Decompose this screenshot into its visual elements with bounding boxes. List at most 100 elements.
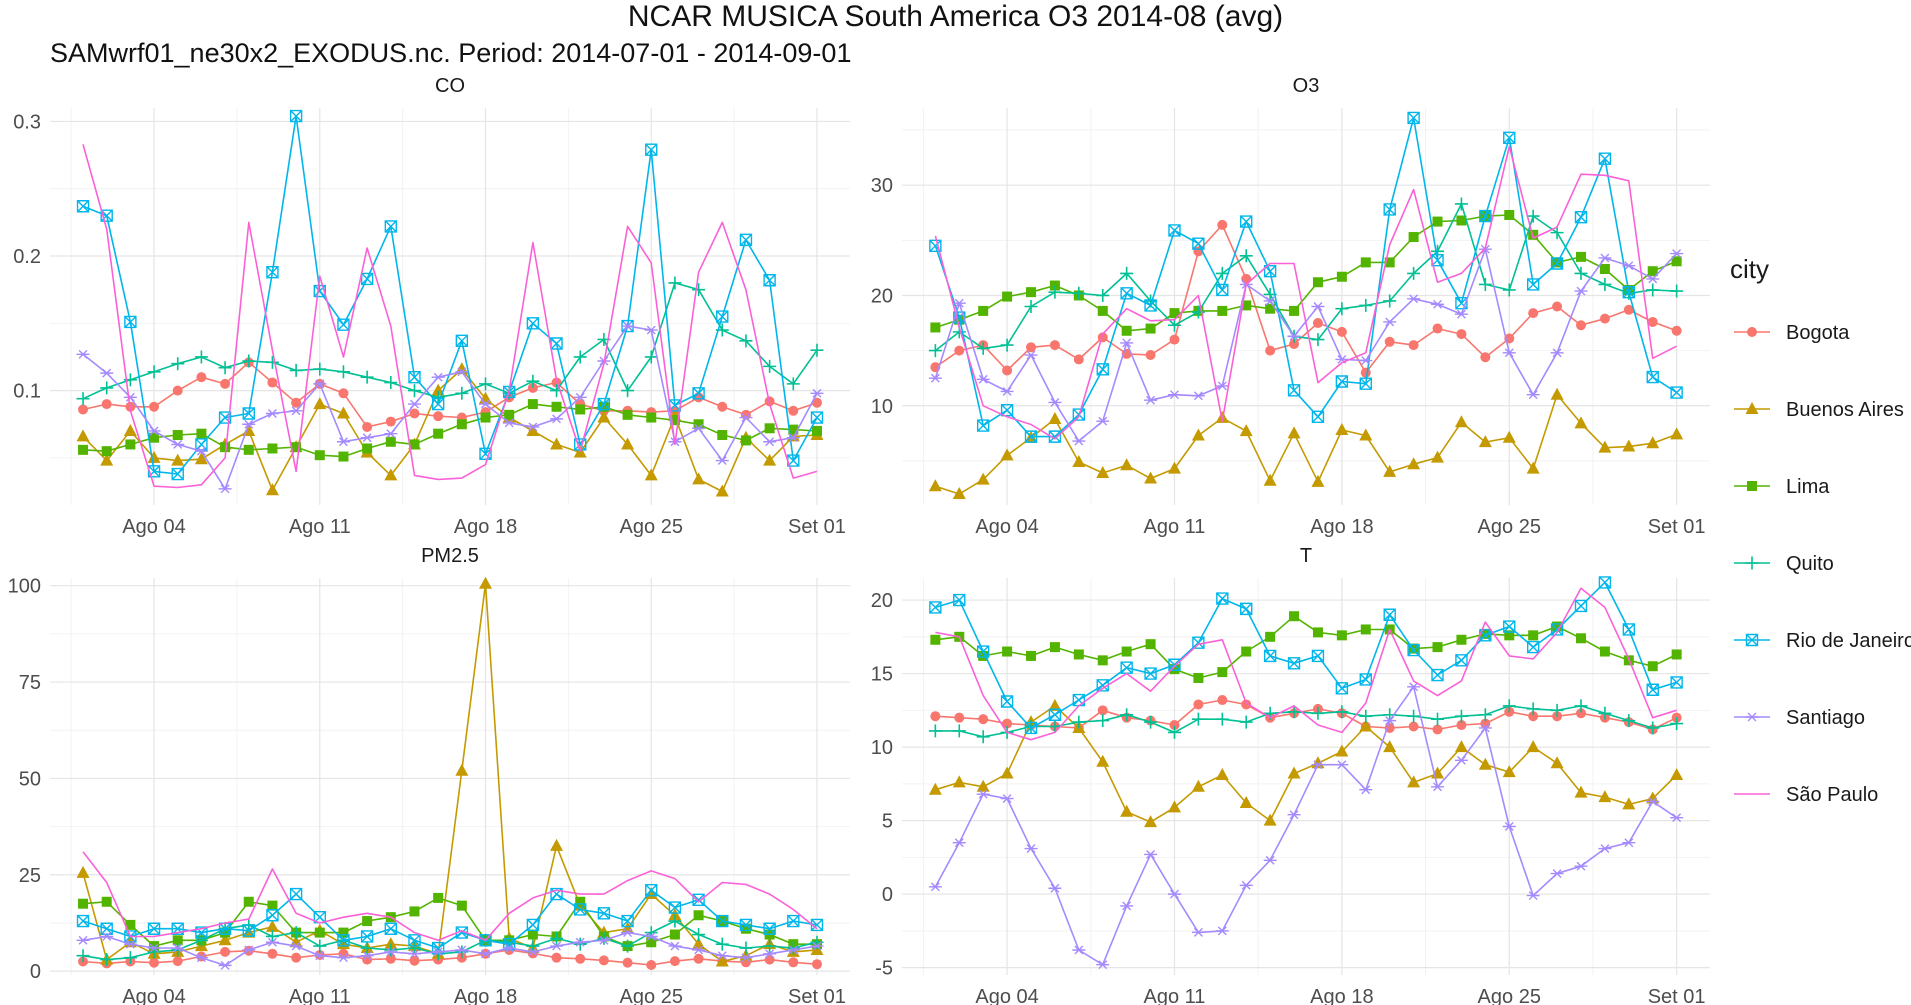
data-point — [716, 310, 729, 323]
data-point — [1432, 724, 1443, 735]
data-point — [384, 922, 398, 935]
series-rio-de-janeiro — [929, 576, 1683, 735]
data-point — [810, 411, 824, 424]
data-point — [360, 930, 374, 943]
data-point — [1144, 667, 1157, 680]
data-point — [788, 405, 799, 416]
legend-label: São Paulo — [1786, 784, 1878, 806]
legend-key-marker — [1745, 712, 1759, 722]
data-point — [1359, 356, 1373, 365]
data-point — [1191, 391, 1205, 401]
data-point — [480, 412, 491, 423]
data-point — [502, 418, 516, 428]
data-point — [1454, 197, 1468, 211]
series-santiago — [76, 928, 824, 970]
data-point — [78, 444, 89, 455]
data-point — [1383, 716, 1397, 726]
data-point — [100, 381, 114, 395]
data-point — [194, 953, 208, 963]
data-point — [123, 423, 137, 436]
series-line — [82, 582, 818, 963]
data-point — [336, 953, 350, 963]
series-rio-de-janeiro — [76, 109, 824, 481]
data-point — [1528, 711, 1539, 722]
data-point — [76, 429, 90, 442]
data-point — [1287, 766, 1301, 779]
data-point — [1478, 708, 1492, 722]
data-point — [1215, 926, 1229, 936]
y-tick-label: 10 — [871, 737, 893, 759]
panel-pm25: PM2.5 Ago 04 Ago 11 Ago 18 Ago 25 Set 01 0 25 50… — [8, 545, 850, 1005]
data-point — [1239, 795, 1253, 808]
panel-strip-label: T — [1300, 545, 1312, 567]
data-point — [1191, 305, 1205, 319]
y-tick-label: 5 — [882, 811, 893, 833]
series-rio-de-janeiro — [76, 884, 824, 955]
data-point — [928, 782, 942, 795]
data-point — [100, 953, 114, 967]
data-point — [314, 927, 325, 938]
data-point — [597, 397, 611, 411]
data-point — [1049, 340, 1060, 351]
data-point — [526, 374, 540, 388]
data-point — [1455, 296, 1468, 310]
data-point — [1647, 316, 1658, 327]
data-point — [1528, 308, 1539, 319]
data-point — [1240, 215, 1253, 228]
data-point — [242, 407, 255, 420]
data-point — [1454, 309, 1468, 319]
data-point — [952, 486, 966, 499]
data-point — [692, 283, 706, 297]
data-point — [646, 937, 657, 948]
data-point — [123, 392, 137, 402]
data-point — [692, 928, 706, 942]
data-point — [929, 601, 942, 614]
legend-item-bogota: Bogota — [1734, 322, 1850, 344]
x-tick-label: Ago 25 — [1478, 516, 1541, 538]
data-point — [362, 954, 373, 965]
data-point — [573, 937, 587, 947]
data-point — [573, 937, 587, 951]
data-point — [172, 935, 183, 946]
data-point — [788, 424, 799, 435]
data-point — [289, 109, 303, 123]
data-point — [360, 433, 374, 443]
data-point — [930, 322, 941, 333]
data-point — [1407, 643, 1420, 657]
data-point — [1311, 474, 1325, 487]
data-point — [1289, 611, 1300, 622]
data-point — [1550, 387, 1564, 400]
data-point — [1502, 348, 1516, 358]
data-point — [1335, 302, 1349, 316]
data-point — [1144, 471, 1158, 484]
x-tick-label: Ago 04 — [975, 986, 1038, 1005]
data-point — [693, 953, 704, 964]
data-point — [1215, 712, 1229, 726]
data-point — [338, 451, 349, 462]
data-point — [1526, 209, 1540, 223]
data-point — [1503, 620, 1516, 633]
data-point — [1336, 271, 1347, 282]
data-point — [1384, 336, 1395, 347]
data-point — [1120, 287, 1133, 300]
data-point — [456, 419, 467, 430]
data-point — [455, 367, 469, 377]
data-point — [952, 298, 966, 308]
data-point — [1311, 410, 1325, 423]
data-point — [1478, 723, 1492, 733]
data-point — [1431, 712, 1445, 726]
data-point — [527, 382, 538, 393]
data-point — [313, 397, 327, 410]
data-point — [692, 387, 705, 400]
data-point — [621, 321, 635, 331]
data-point — [550, 838, 564, 851]
data-point — [763, 453, 777, 466]
data-point — [194, 350, 208, 364]
data-point — [431, 390, 445, 404]
data-point — [1144, 849, 1158, 859]
data-point — [479, 447, 492, 461]
data-point — [1287, 810, 1301, 820]
data-point — [1671, 649, 1682, 660]
data-point — [1550, 756, 1564, 769]
